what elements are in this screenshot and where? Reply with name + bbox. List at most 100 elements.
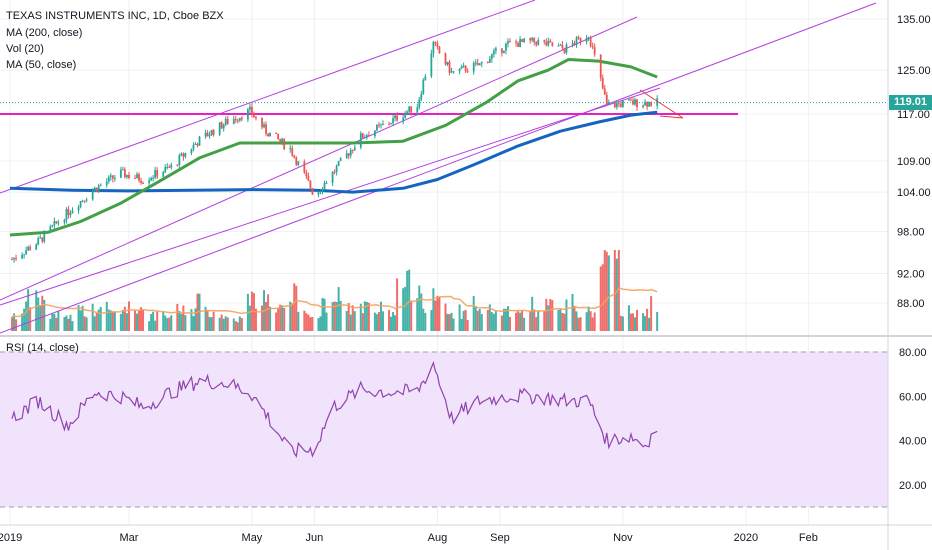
candle-body bbox=[65, 208, 68, 221]
volume-bar bbox=[502, 308, 505, 331]
rsi-axis[interactable]: 20.00 40.00 60.00 80.00 bbox=[899, 347, 927, 492]
volume-bar bbox=[13, 313, 16, 331]
candle-body bbox=[325, 182, 328, 184]
candle-body bbox=[543, 40, 546, 42]
chart-title[interactable]: TEXAS INSTRUMENTS INC, 1D, Cboe BZX bbox=[6, 10, 224, 22]
candle-body bbox=[91, 191, 94, 200]
volume-bar bbox=[107, 309, 110, 331]
volume-bar bbox=[500, 315, 503, 331]
candle-body bbox=[535, 42, 538, 45]
candle-body bbox=[166, 166, 169, 168]
candle-body bbox=[394, 115, 396, 119]
volume-bar bbox=[297, 311, 300, 331]
volume-bar bbox=[192, 316, 195, 331]
volume-bar bbox=[494, 311, 497, 331]
candle-body bbox=[180, 153, 183, 156]
volume-bar bbox=[136, 313, 139, 331]
channel-line-3[interactable] bbox=[0, 2, 877, 334]
candle-body bbox=[434, 41, 437, 44]
volume-bar bbox=[232, 318, 235, 331]
ma200-legend[interactable]: MA (200, close) bbox=[6, 27, 83, 39]
channel-line-0[interactable] bbox=[0, 0, 536, 194]
volume-bar bbox=[265, 301, 268, 331]
volume-bar bbox=[323, 298, 326, 331]
volume-bar bbox=[585, 312, 588, 331]
price-tick-7: 135.00 bbox=[897, 14, 931, 26]
volume-bar bbox=[408, 269, 411, 331]
volume-bar bbox=[267, 294, 270, 331]
candle-body bbox=[263, 124, 265, 128]
candle-body bbox=[39, 237, 42, 239]
candle-body bbox=[281, 138, 284, 142]
channel-line-1[interactable] bbox=[0, 16, 638, 301]
candle-body bbox=[170, 164, 173, 168]
volume-bar bbox=[627, 305, 630, 331]
candle-body bbox=[359, 133, 362, 148]
volume-bar bbox=[347, 303, 350, 331]
volume-bar bbox=[325, 312, 328, 331]
volume-bar bbox=[619, 315, 622, 331]
volume-bar bbox=[349, 314, 352, 331]
volume-bar bbox=[490, 312, 493, 331]
time-axis[interactable]: 2019 Mar May Jun Aug Sep Nov 2020 Feb bbox=[0, 532, 818, 544]
time-tick-4: Aug bbox=[428, 532, 448, 544]
candle-body bbox=[531, 37, 534, 41]
candle-body bbox=[156, 170, 159, 177]
volume-bar bbox=[351, 305, 354, 331]
ma50-legend[interactable]: MA (50, close) bbox=[6, 59, 77, 71]
volume-bar bbox=[390, 316, 393, 331]
trend-channels bbox=[0, 0, 877, 334]
volume-bar bbox=[319, 316, 322, 331]
price-axis[interactable]: 88.00 92.00 98.00 104.00 109.00 117.00 125.00 1… bbox=[897, 14, 931, 310]
time-tick-8: Feb bbox=[799, 532, 818, 544]
candle-body bbox=[367, 135, 370, 137]
volume-bar bbox=[148, 321, 151, 331]
time-tick-7: 2020 bbox=[734, 532, 758, 544]
volume-bar bbox=[198, 293, 201, 331]
candle-body bbox=[335, 165, 338, 172]
candle-body bbox=[222, 124, 225, 129]
candle-body bbox=[478, 63, 481, 66]
volume-bar bbox=[615, 258, 618, 331]
candle-body bbox=[494, 48, 497, 51]
volume-bar bbox=[208, 316, 211, 331]
volume-bar bbox=[81, 305, 84, 331]
candle-body bbox=[37, 238, 40, 245]
candle-body bbox=[224, 118, 227, 125]
volume-bar bbox=[93, 316, 96, 331]
channel-line-2[interactable] bbox=[0, 87, 661, 306]
volume-bar bbox=[531, 296, 534, 331]
candle-body bbox=[164, 167, 167, 172]
volume-bar bbox=[156, 311, 159, 331]
candle-body bbox=[204, 132, 207, 137]
volume-bar bbox=[99, 306, 102, 331]
vol-legend[interactable]: Vol (20) bbox=[6, 43, 44, 55]
volume-bar bbox=[388, 310, 391, 331]
candle-body bbox=[571, 43, 574, 45]
volume-bar bbox=[212, 311, 215, 331]
volume-bar bbox=[194, 308, 197, 331]
volume-bars bbox=[11, 250, 659, 331]
volume-bar bbox=[109, 310, 112, 331]
volume-bar bbox=[55, 317, 58, 331]
volume-bar bbox=[317, 318, 320, 331]
volume-bar bbox=[35, 290, 38, 331]
volume-bar bbox=[39, 305, 42, 331]
candle-body bbox=[111, 175, 114, 179]
volume-bar bbox=[533, 309, 536, 331]
volume-bar bbox=[119, 313, 122, 331]
candle-body bbox=[154, 170, 157, 178]
volume-bar bbox=[125, 313, 128, 331]
candle-body bbox=[43, 231, 46, 242]
volume-bar bbox=[577, 317, 580, 331]
volume-bar bbox=[444, 303, 447, 331]
rsi-legend[interactable]: RSI (14, close) bbox=[6, 342, 79, 354]
candle-body bbox=[380, 124, 382, 126]
volume-bar bbox=[476, 310, 479, 331]
candle-body bbox=[390, 123, 392, 125]
volume-bar bbox=[617, 250, 620, 331]
volume-bar bbox=[309, 317, 312, 331]
candle-body bbox=[162, 171, 165, 177]
candle-body bbox=[275, 132, 278, 134]
